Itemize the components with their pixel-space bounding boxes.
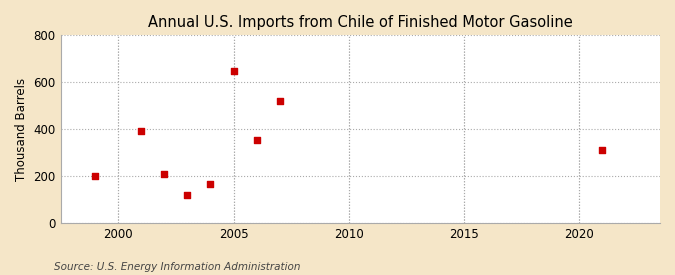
Title: Annual U.S. Imports from Chile of Finished Motor Gasoline: Annual U.S. Imports from Chile of Finish… [148, 15, 572, 30]
Point [90, 174, 101, 178]
Point [136, 129, 146, 134]
Point [159, 171, 170, 176]
Point [182, 192, 193, 197]
Point [251, 138, 262, 142]
Point [205, 182, 216, 186]
Point [597, 148, 608, 152]
Point [274, 99, 285, 103]
Point [228, 68, 239, 73]
Y-axis label: Thousand Barrels: Thousand Barrels [15, 78, 28, 181]
Text: Source: U.S. Energy Information Administration: Source: U.S. Energy Information Administ… [54, 262, 300, 272]
